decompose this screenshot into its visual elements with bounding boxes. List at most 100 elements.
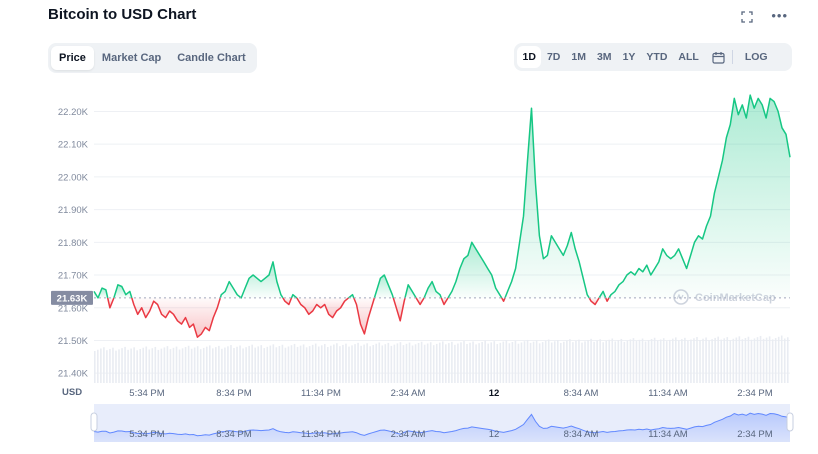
volume-bar [514, 340, 517, 383]
area-below-baseline [353, 297, 375, 334]
price-line-up [348, 293, 355, 299]
volume-bar [605, 340, 608, 383]
range-all[interactable]: ALL [678, 51, 699, 63]
tab-price[interactable]: Price [51, 46, 94, 70]
x-tick-label: 8:34 AM [564, 388, 599, 399]
navigator-right-handle[interactable] [786, 412, 794, 432]
volume-bar [269, 345, 272, 383]
range-1y[interactable]: 1Y [622, 51, 636, 63]
volume-bars [94, 335, 789, 383]
volume-bar [160, 348, 163, 383]
volume-bar [429, 342, 432, 383]
volume-bar [118, 349, 120, 383]
log-scale-toggle[interactable]: LOG [744, 51, 768, 63]
volume-bar [675, 337, 677, 383]
navigator-tick-label: 12 [489, 429, 500, 440]
tab-market-cap[interactable]: Market Cap [101, 52, 162, 64]
more-icon[interactable]: ••• [771, 8, 788, 23]
price-line-down [440, 297, 449, 306]
volume-bar [786, 337, 789, 383]
navigator-tick-label: 8:34 PM [216, 429, 251, 440]
volume-bar [121, 348, 123, 383]
volume-bar [296, 346, 299, 383]
price-line-up [447, 241, 503, 299]
volume-bar [659, 339, 662, 383]
volume-bar [469, 342, 471, 383]
volume-bar [560, 342, 562, 383]
x-axis: 5:34 PM 8:34 PM 11:34 PM 2:34 AM 12 8:34 AM 11… [129, 388, 772, 399]
area-above-baseline [94, 288, 108, 298]
calendar-icon[interactable] [710, 46, 726, 68]
range-7d[interactable]: 7D [546, 51, 561, 63]
volume-bar [708, 340, 710, 383]
volume-bar [460, 342, 462, 383]
range-3m[interactable]: 3M [596, 51, 612, 63]
volume-bar [499, 342, 502, 383]
volume-bar [305, 347, 308, 383]
volume-bar [753, 338, 756, 383]
volume-bar [333, 344, 335, 383]
volume-bar [662, 338, 665, 383]
volume-bar [538, 343, 541, 383]
volume-bar [435, 343, 438, 383]
volume-bar [414, 344, 417, 383]
volume-bar [720, 339, 722, 383]
volume-bar [532, 341, 535, 383]
volume-bar [130, 348, 132, 383]
range-1d[interactable]: 1D [517, 46, 542, 68]
volume-bar [275, 347, 278, 383]
range-1m[interactable]: 1M [571, 51, 586, 63]
area-below-baseline [589, 297, 600, 305]
volume-bar [705, 337, 707, 383]
volume-bar [653, 337, 656, 383]
fullscreen-icon[interactable] [741, 10, 753, 23]
navigator-tick-label: 2:34 PM [737, 429, 772, 440]
area-above-baseline [424, 281, 442, 298]
x-tick-label: 5:34 PM [129, 388, 164, 399]
price-line-up [423, 280, 442, 299]
volume-bar [581, 342, 583, 383]
volume-bar [233, 348, 235, 383]
volume-bar [208, 345, 211, 383]
volume-bar [445, 344, 447, 383]
tab-candle-chart[interactable]: Candle Chart [177, 52, 246, 64]
volume-bar [387, 342, 390, 383]
volume-bar [526, 339, 529, 383]
volume-bar [668, 339, 671, 383]
volume-bar [248, 345, 250, 383]
volume-bar [372, 345, 374, 383]
volume-bar [481, 341, 483, 383]
volume-bar [94, 351, 96, 383]
volume-bar [553, 341, 556, 383]
volume-bar [684, 337, 686, 383]
volume-bar [496, 344, 499, 383]
volume-bar [202, 347, 205, 383]
y-axis: 22.20K 22.10K 22.00K 21.90K 21.80K 21.70K 21.6… [58, 107, 89, 380]
volume-bar [681, 339, 683, 383]
time-range-selector: 1D 7D 1M 3M 1Y YTD ALL LOG [514, 43, 792, 71]
volume-bar [647, 340, 650, 383]
volume-bar [711, 339, 713, 383]
chart-type-tabs: Price Market Cap Candle Chart [48, 43, 257, 73]
volume-bar [777, 336, 780, 383]
navigator[interactable]: 5:34 PM 8:34 PM 11:34 PM 2:34 AM 12 8:34 AM 11… [90, 404, 794, 442]
x-tick-label: 8:34 PM [216, 388, 251, 399]
volume-bar [284, 347, 287, 383]
volume-bar [490, 342, 493, 383]
volume-bar [729, 340, 732, 383]
volume-bar [287, 346, 290, 383]
area-below-baseline [416, 297, 425, 305]
volume-bar [723, 338, 726, 383]
volume-bar [172, 347, 175, 383]
volume-bar [254, 347, 256, 383]
volume-bar [693, 338, 695, 383]
volume-bar [239, 345, 241, 383]
volume-bar [175, 346, 178, 383]
y-tick-label: 21.70K [58, 271, 89, 282]
currency-label: USD [62, 387, 82, 398]
volume-bar [638, 339, 641, 383]
range-ytd[interactable]: YTD [646, 51, 668, 63]
volume-bar [272, 344, 275, 383]
navigator-left-handle[interactable] [90, 412, 98, 432]
